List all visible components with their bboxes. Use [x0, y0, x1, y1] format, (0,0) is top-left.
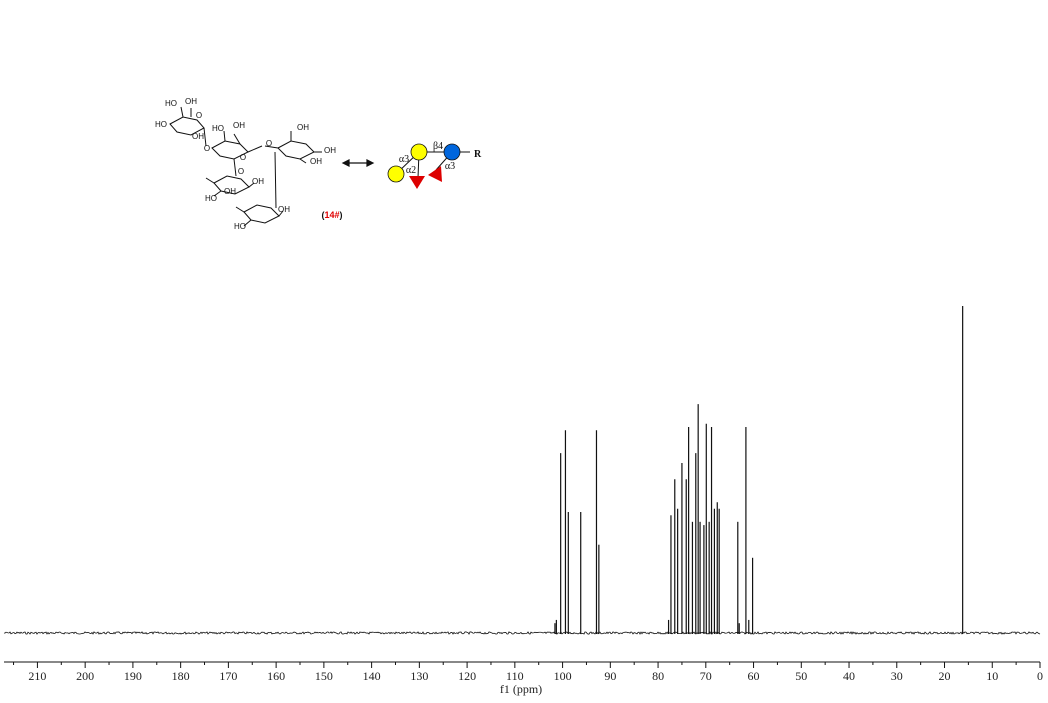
- x-tick-label: 180: [172, 669, 190, 683]
- structure-atom-label: O: [240, 153, 246, 162]
- linkage-label: α2: [406, 165, 416, 176]
- structure-atom-label: OH: [297, 123, 309, 132]
- x-tick-label: 40: [843, 669, 855, 683]
- baseline-noise: [3, 631, 1041, 635]
- x-tick-label: 0: [1037, 669, 1043, 683]
- double-headed-arrow: [341, 159, 375, 167]
- spectrum-peaks: [554, 306, 964, 634]
- x-tick-label: 120: [458, 669, 476, 683]
- structure-atom-label: O: [204, 144, 210, 153]
- x-axis: 210 200 190 180 170 160 150 140 130 120 110 100 90 80…: [4, 661, 1043, 683]
- structure-atom-label: O: [266, 139, 272, 148]
- structure-atom-label: HO: [165, 99, 177, 108]
- structure-atom-label: HO: [212, 124, 224, 133]
- structure-atom-label: O: [238, 167, 244, 176]
- structure-atom-label: OH: [224, 187, 236, 196]
- structure-atom-label: OH: [192, 132, 204, 141]
- linkage-label: α3: [399, 154, 409, 165]
- structure-atom-label: OH: [185, 97, 197, 106]
- linkage-label: α3: [445, 161, 455, 172]
- x-tick-label: 110: [506, 669, 524, 683]
- compound-number: 14#: [324, 210, 339, 220]
- structure-atom-label: HO: [234, 222, 246, 231]
- x-tick-label: 100: [554, 669, 572, 683]
- structure-atom-label: OH: [278, 205, 290, 214]
- x-axis-label: f1 (ppm): [500, 682, 542, 696]
- glycan-diagram: [387, 143, 470, 189]
- x-tick-label: 90: [604, 669, 616, 683]
- sugar-ring-5: [243, 204, 280, 224]
- x-tick-label: 30: [891, 669, 903, 683]
- glucose-circle: [443, 143, 461, 161]
- x-tick-label: 140: [363, 669, 381, 683]
- galactose-circle: [410, 143, 428, 161]
- structure-atom-label: OH: [233, 121, 245, 130]
- x-tick-label: 210: [28, 669, 46, 683]
- x-tick-label: 50: [795, 669, 807, 683]
- galactose-circle: [387, 165, 405, 183]
- x-tick-label: 150: [315, 669, 333, 683]
- x-tick-label: 190: [124, 669, 142, 683]
- chemical-structure: [169, 106, 322, 227]
- structure-atom-label: OH: [310, 157, 322, 166]
- linkage-label: β4: [433, 141, 443, 152]
- x-tick-label: 200: [76, 669, 94, 683]
- structure-atom-label: OH: [252, 177, 264, 186]
- fucose-triangle: [428, 166, 442, 182]
- x-tick-label: 70: [700, 669, 712, 683]
- x-tick-label: 170: [219, 669, 237, 683]
- x-tick-label: 20: [939, 669, 951, 683]
- x-tick-label: 130: [410, 669, 428, 683]
- structure-atom-label: HO: [205, 194, 217, 203]
- x-tick-label: 80: [652, 669, 664, 683]
- compound-label: (14#): [321, 210, 342, 220]
- x-tick-label: 60: [748, 669, 760, 683]
- sugar-ring-3: [277, 140, 315, 160]
- structure-atom-label: O: [196, 111, 202, 120]
- structure-atom-label: HO: [155, 120, 167, 129]
- reducing-end-label: R: [474, 149, 482, 160]
- x-tick-label: 10: [986, 669, 998, 683]
- structure-atom-label: OH: [324, 146, 336, 155]
- fucose-triangle: [409, 176, 425, 189]
- x-tick-label: 160: [267, 669, 285, 683]
- spectrum-trace: [3, 631, 1041, 635]
